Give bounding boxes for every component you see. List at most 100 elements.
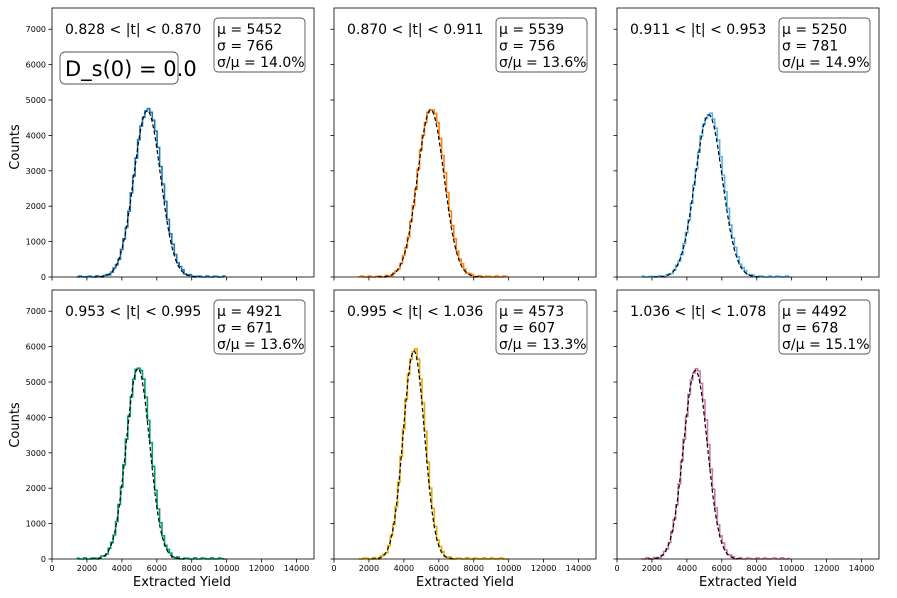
y-tick-label: 0 [41,273,46,282]
y-tick-label: 4000 [26,413,46,422]
plot-frame [616,289,880,560]
panel-6: 0 2000 4000 6000 8000 10000 12000 14000 1.036 < … [613,289,880,573]
stats-line: σ/μ = 13.3% [499,337,587,353]
stats-line: σ = 781 [782,39,838,55]
x-tick-label: 8000 [464,564,484,573]
x-tick-label: 10000 [496,564,521,573]
plot-frame [51,289,315,560]
x-tick-label: 4000 [112,564,132,573]
panels-layer: 0 1000 2000 3000 4000 5000 6000 7000 0.828 < |t|… [26,7,880,573]
histogram-curve [358,108,508,278]
x-tick-label: 2000 [642,564,662,573]
stats-box [778,17,871,73]
histogram-curve [641,367,791,560]
y-tick-label: 1000 [26,238,46,247]
plot-frame [333,7,597,278]
x-tick-label: 8000 [182,564,202,573]
x-tick-label: 12000 [249,564,274,573]
x-axis-label-left: Extracted Yield [133,575,231,590]
x-tick-label: 0 [49,564,54,573]
stats-line: σ = 671 [217,321,273,337]
y-axis-label-bottom: Counts [8,402,23,448]
gaussian-fit-curve [648,369,743,560]
gaussian-fit-curve [377,109,483,278]
gaussian-fit-curve [371,350,456,560]
histogram-curve [76,107,226,278]
stats-line: μ = 5250 [782,22,847,38]
x-tick-label: 4000 [677,564,697,573]
stats-line: σ/μ = 13.6% [217,337,305,353]
gaussian-fit-curve [654,114,763,278]
stats-line: σ/μ = 14.0% [217,55,305,71]
x-tick-label: 6000 [429,564,449,573]
x-tick-label: 2000 [77,564,97,573]
y-tick-label: 6000 [26,343,46,352]
panel-4: 0 1000 2000 3000 4000 5000 6000 7000 0 2000 4000 60… [26,289,315,573]
gaussian-fit-curve [93,109,201,278]
range-label: 0.870 < |t| < 0.911 [347,22,483,38]
x-tick-label: 14000 [849,564,874,573]
x-tick-label: 12000 [531,564,556,573]
histogram-curve [76,367,226,560]
stats-line: σ = 756 [499,39,555,55]
x-tick-label: 14000 [566,564,591,573]
y-tick-label: 6000 [26,61,46,70]
range-label: 0.995 < |t| < 1.036 [347,304,483,320]
x-tick-label: 10000 [779,564,804,573]
y-tick-label: 5000 [26,378,46,387]
x-tick-label: 2000 [359,564,379,573]
x-tick-label: 0 [614,564,619,573]
stats-box [778,299,871,355]
range-label: 0.911 < |t| < 0.953 [630,22,766,38]
stats-line: σ = 678 [782,321,838,337]
stats-line: μ = 5452 [217,22,282,38]
y-tick-label: 2000 [26,202,46,211]
x-axis-label-right: Extracted Yield [699,575,797,590]
y-tick-label: 0 [41,555,46,564]
x-tick-label: 0 [331,564,336,573]
y-tick-label: 4000 [26,131,46,140]
stats-line: σ/μ = 15.1% [782,337,870,353]
stats-box [495,299,588,355]
stats-line: μ = 4921 [217,304,282,320]
y-tick-label: 5000 [26,96,46,105]
stats-line: μ = 4573 [499,304,564,320]
stats-line: σ/μ = 14.9% [782,55,870,71]
stats-line: μ = 5539 [499,22,564,38]
plot-frame [51,7,315,278]
plot-frame [616,7,880,278]
x-tick-label: 10000 [214,564,239,573]
y-tick-label: 7000 [26,307,46,316]
ds-box [59,51,179,85]
x-tick-label: 14000 [284,564,309,573]
x-tick-label: 6000 [712,564,732,573]
y-tick-label: 7000 [26,25,46,34]
x-tick-label: 6000 [147,564,167,573]
stats-box [213,299,306,355]
y-axis-label-top: Counts [8,124,23,170]
stats-line: σ = 607 [499,321,555,337]
range-label: 1.036 < |t| < 1.078 [630,304,766,320]
y-tick-label: 3000 [26,167,46,176]
y-tick-label: 2000 [26,484,46,493]
y-tick-label: 1000 [26,520,46,529]
stats-line: σ = 766 [217,39,273,55]
stats-box [213,17,306,73]
stats-box [495,17,588,73]
y-tick-label: 3000 [26,449,46,458]
histogram-curve [641,112,791,278]
stats-line: μ = 4492 [782,304,847,320]
gaussian-fit-curve [91,367,185,560]
x-tick-label: 4000 [394,564,414,573]
ds-label: D_s(0) = 0.0 [65,57,197,82]
histogram-curve [358,348,508,560]
x-axis-label-middle: Extracted Yield [416,575,514,590]
panel-1: 0 1000 2000 3000 4000 5000 6000 7000 0.828 < |t|… [26,7,315,282]
x-tick-label: 8000 [747,564,767,573]
stats-line: σ/μ = 13.6% [499,55,587,71]
x-tick-label: 12000 [814,564,839,573]
range-label: 0.953 < |t| < 0.995 [65,304,201,320]
